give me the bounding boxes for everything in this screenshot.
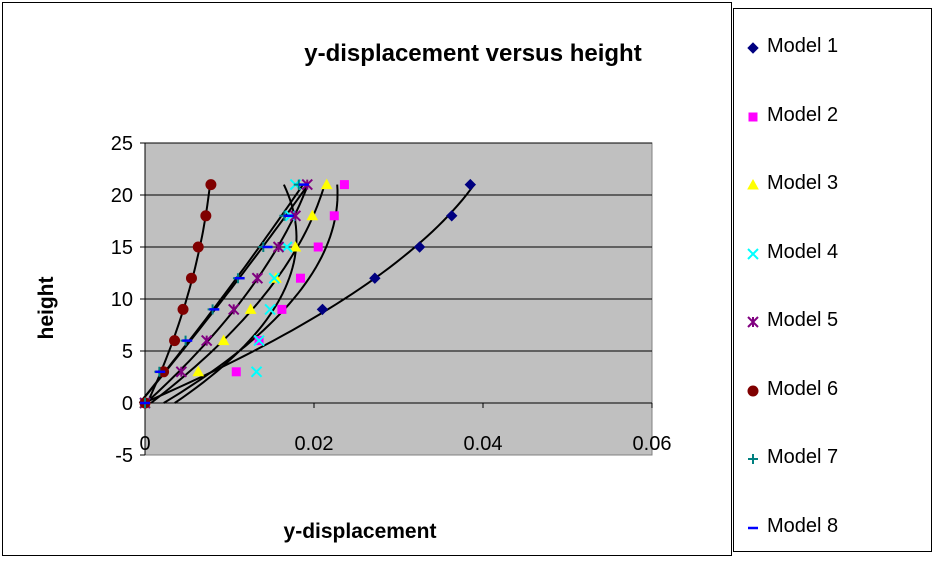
y-axis-label: height xyxy=(35,277,58,340)
data-point-model-5 xyxy=(228,303,240,316)
data-point-model-5 xyxy=(175,366,188,378)
data-point-model-3 xyxy=(217,334,230,346)
trendline-model-3 xyxy=(150,184,326,404)
data-point-model-2 xyxy=(329,211,339,221)
y-tick-label: 15 xyxy=(111,237,133,259)
legend-symbol xyxy=(747,178,759,190)
data-point-model-2 xyxy=(277,304,287,314)
data-point-model-3 xyxy=(244,303,257,314)
data-point-model-5 xyxy=(251,272,264,284)
y-tick-label: 0 xyxy=(122,393,133,415)
x-tick-label: 0.06 xyxy=(633,433,672,455)
data-point-model-4 xyxy=(268,272,280,284)
legend-label: Model 8 xyxy=(767,514,839,537)
legend-marker-model-2 xyxy=(748,112,758,121)
chart-area: y-displacement versus height y-displacem… xyxy=(2,2,732,556)
legend-symbol xyxy=(748,454,758,464)
data-point-model-4 xyxy=(250,366,263,378)
data-point-model-1 xyxy=(316,303,329,316)
data-point-model-5 xyxy=(200,334,213,347)
data-point-model-6 xyxy=(169,335,181,347)
chart-title: y-displacement versus height xyxy=(304,40,641,67)
data-point-model-5 xyxy=(272,241,285,253)
series-model-8 xyxy=(140,183,309,405)
data-point-model-3 xyxy=(320,178,333,190)
trendline-model-2 xyxy=(163,184,339,404)
y-tick-label: -5 xyxy=(115,445,133,467)
chart-svg: y-displacement versus height y-displacem… xyxy=(35,40,672,543)
data-point-model-4 xyxy=(264,303,276,316)
x-tick-label: 0 xyxy=(139,433,150,455)
y-tick-label: 10 xyxy=(111,289,133,311)
legend-label: Model 1 xyxy=(767,35,839,57)
data-point-model-6 xyxy=(185,272,197,284)
data-point-model-6 xyxy=(205,179,217,191)
legend-item-model-5: Model 5 xyxy=(734,305,931,335)
trendline-model-8 xyxy=(139,184,310,404)
legend-marker-model-8 xyxy=(748,526,758,529)
data-point-model-3 xyxy=(289,240,302,252)
legend-marker-model-7 xyxy=(748,454,758,464)
legend-label: Model 6 xyxy=(767,377,839,400)
data-point-model-5 xyxy=(289,210,302,222)
data-point-model-6 xyxy=(200,210,212,222)
legend-label: Model 2 xyxy=(767,103,839,126)
data-point-model-1 xyxy=(464,178,477,191)
data-point-model-3 xyxy=(306,209,319,221)
legend-label: Model 7 xyxy=(767,446,839,468)
legend-label: Model 3 xyxy=(767,172,839,194)
legend-item-model-6: Model 6 xyxy=(734,374,931,404)
legend: Model 1 Model 2 Model 3 Model 4 Model 5 Model… xyxy=(733,8,932,552)
data-point-model-2 xyxy=(339,180,349,190)
data-point-model-6 xyxy=(192,241,204,253)
legend-item-model-3: Model 3 xyxy=(734,168,931,198)
trendline-model-4 xyxy=(174,184,298,404)
data-point-model-2 xyxy=(295,273,305,283)
legend-symbol xyxy=(747,316,759,328)
data-point-model-2 xyxy=(231,367,241,377)
data-point-model-4 xyxy=(281,241,293,253)
trendline-model-5 xyxy=(145,184,309,404)
legend-item-model-2: Model 2 xyxy=(734,100,931,130)
y-tick-label: 25 xyxy=(111,133,133,155)
y-tick-label: 20 xyxy=(111,185,133,207)
x-tick-label: 0.04 xyxy=(464,433,503,455)
data-point-model-2 xyxy=(313,242,323,252)
legend-label: Model 5 xyxy=(767,309,839,331)
legend-marker-model-3 xyxy=(747,178,759,190)
legend-item-model-4: Model 4 xyxy=(734,237,931,267)
legend-marker-model-6 xyxy=(747,385,759,396)
legend-symbol xyxy=(748,112,758,121)
x-axis-label: y-displacement xyxy=(284,520,437,543)
data-point-model-4 xyxy=(253,334,265,347)
data-point-model-1 xyxy=(369,272,381,284)
legend-item-model-7: Model 7 xyxy=(734,442,931,472)
legend-item-model-1: Model 1 xyxy=(734,31,931,61)
data-point-model-1 xyxy=(446,210,458,222)
y-tick-label: 5 xyxy=(122,341,133,363)
x-tick-label: 0.02 xyxy=(295,433,334,455)
plot-area: -5 0 5 10 15 20 25 0 0.02 0.04 0.06 xyxy=(111,133,672,467)
legend-marker-model-5 xyxy=(747,316,759,328)
data-point-model-6 xyxy=(177,303,189,315)
data-point-model-3 xyxy=(192,365,205,377)
data-point-model-1 xyxy=(413,241,426,253)
legend-label: Model 4 xyxy=(767,240,839,263)
legend-symbol xyxy=(747,385,759,396)
legend-marker-model-4 xyxy=(747,247,759,260)
legend-symbol xyxy=(747,42,759,54)
legend-symbol xyxy=(747,247,759,260)
legend-item-model-8: Model 8 xyxy=(734,511,931,541)
legend-marker-model-1 xyxy=(747,42,759,54)
